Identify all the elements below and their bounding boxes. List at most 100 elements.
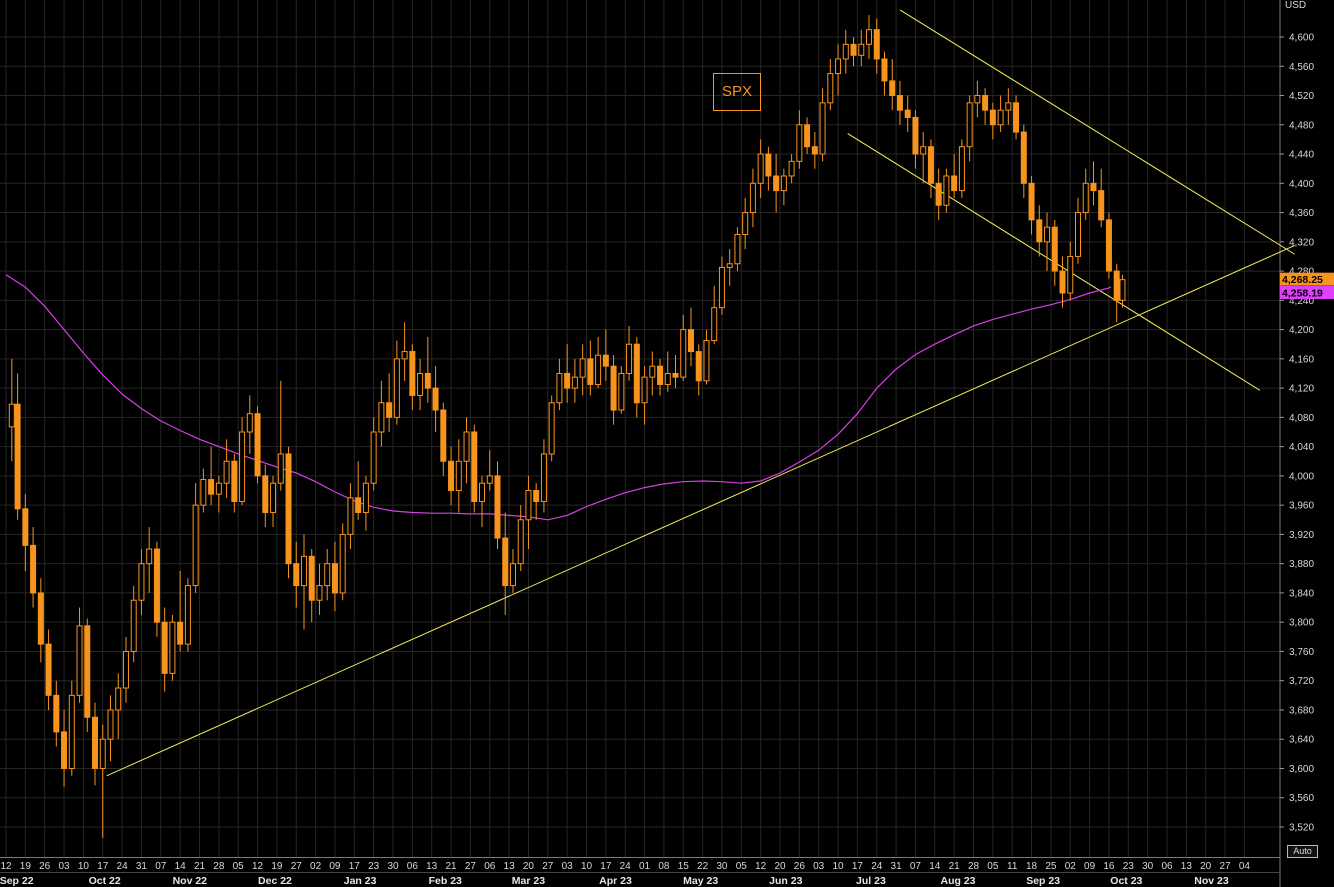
x-day-label: 06 <box>407 861 419 872</box>
candle-body <box>827 73 834 104</box>
candle <box>881 51 888 96</box>
candle <box>556 358 563 411</box>
candle-body <box>1051 226 1058 272</box>
x-day-label: 26 <box>39 861 51 872</box>
candle <box>223 439 230 498</box>
x-day-label: 02 <box>1065 861 1077 872</box>
candle <box>424 336 431 403</box>
candle <box>618 366 625 414</box>
candle-body <box>448 460 455 492</box>
candle-body <box>703 340 710 382</box>
candle <box>765 146 772 191</box>
x-day-label: 03 <box>813 861 825 872</box>
candle-body <box>1020 131 1027 184</box>
candle-body <box>958 146 965 192</box>
x-month-label: Sep 22 <box>0 875 34 887</box>
x-month-label: Jul 23 <box>856 875 886 887</box>
candle-body <box>502 537 509 587</box>
x-day-label: 21 <box>445 861 457 872</box>
candle <box>92 702 99 786</box>
candle <box>331 541 338 612</box>
x-day-label: 17 <box>97 861 109 872</box>
candle-body <box>293 563 300 587</box>
candle <box>1005 88 1012 125</box>
y-tick-label: 3,640 <box>1289 735 1314 746</box>
x-day-label: 09 <box>1084 861 1096 872</box>
candle <box>153 541 160 637</box>
candle <box>378 380 385 447</box>
candle-body <box>424 372 431 389</box>
candle-body <box>904 109 911 118</box>
candle-body <box>417 372 424 396</box>
candle-body <box>757 153 764 184</box>
candle-body <box>687 329 694 353</box>
x-day-label: 13 <box>1181 861 1193 872</box>
candle <box>1051 219 1058 286</box>
y-tick-label: 3,880 <box>1289 559 1314 570</box>
y-tick-label: 4,080 <box>1289 413 1314 424</box>
candle <box>239 417 246 506</box>
candle <box>548 395 555 462</box>
candle-body <box>711 307 718 342</box>
candle <box>927 139 934 198</box>
candle-body <box>208 479 215 495</box>
y-tick-label: 3,960 <box>1289 501 1314 512</box>
x-day-label: 21 <box>949 861 961 872</box>
ma-price-label: 4,258.19 <box>1282 288 1323 300</box>
y-tick-label: 3,760 <box>1289 647 1314 658</box>
candle <box>943 168 950 213</box>
candle-body <box>773 175 780 192</box>
candle-body <box>8 403 15 428</box>
candle <box>1020 124 1027 198</box>
candle-body <box>943 175 950 206</box>
x-day-label: 08 <box>658 861 670 872</box>
candle <box>749 168 756 228</box>
candle <box>324 549 331 601</box>
candle <box>734 227 741 272</box>
chart-title: SPX <box>713 73 761 111</box>
x-day-label: 06 <box>1161 861 1173 872</box>
candle <box>610 355 617 425</box>
candle <box>533 483 540 520</box>
x-day-label: 21 <box>194 861 206 872</box>
x-day-label: 10 <box>581 861 593 872</box>
candle-body <box>850 43 857 56</box>
x-day-label: 27 <box>1219 861 1231 872</box>
candle-body <box>540 453 547 502</box>
candle-body <box>22 508 29 546</box>
y-tick-label: 3,720 <box>1289 676 1314 687</box>
moving-average <box>5 274 1112 521</box>
x-day-label: 12 <box>0 861 12 872</box>
candle-body <box>107 709 114 740</box>
candle <box>138 549 145 615</box>
candle-body <box>455 460 462 492</box>
candle <box>819 88 826 162</box>
candle-body <box>270 482 277 513</box>
candle-body <box>966 102 973 148</box>
candle <box>161 607 168 692</box>
candle-body <box>866 29 873 45</box>
last-price-label: 4,268.25 <box>1282 274 1323 286</box>
y-tick-label: 3,800 <box>1289 618 1314 629</box>
candle-body <box>409 351 416 396</box>
y-tick-label: 4,520 <box>1289 91 1314 102</box>
x-day-label: 20 <box>523 861 535 872</box>
candle-body <box>1098 190 1105 221</box>
candle <box>215 475 222 513</box>
y-tick-label: 3,600 <box>1289 764 1314 775</box>
candle-body <box>378 402 385 433</box>
x-day-label: 24 <box>620 861 632 872</box>
candle-body <box>517 519 524 565</box>
x-day-label: 11 <box>1007 861 1018 872</box>
auto-scale-button[interactable]: Auto <box>1287 845 1318 858</box>
candle <box>997 95 1004 133</box>
candle-body <box>401 351 408 360</box>
candle <box>835 44 842 96</box>
candle-body <box>486 475 493 484</box>
x-day-label: 07 <box>910 861 922 872</box>
candle-body <box>680 329 687 378</box>
candle <box>347 483 354 550</box>
price-tags: 4,268.25 4,258.19 <box>1280 272 1334 300</box>
